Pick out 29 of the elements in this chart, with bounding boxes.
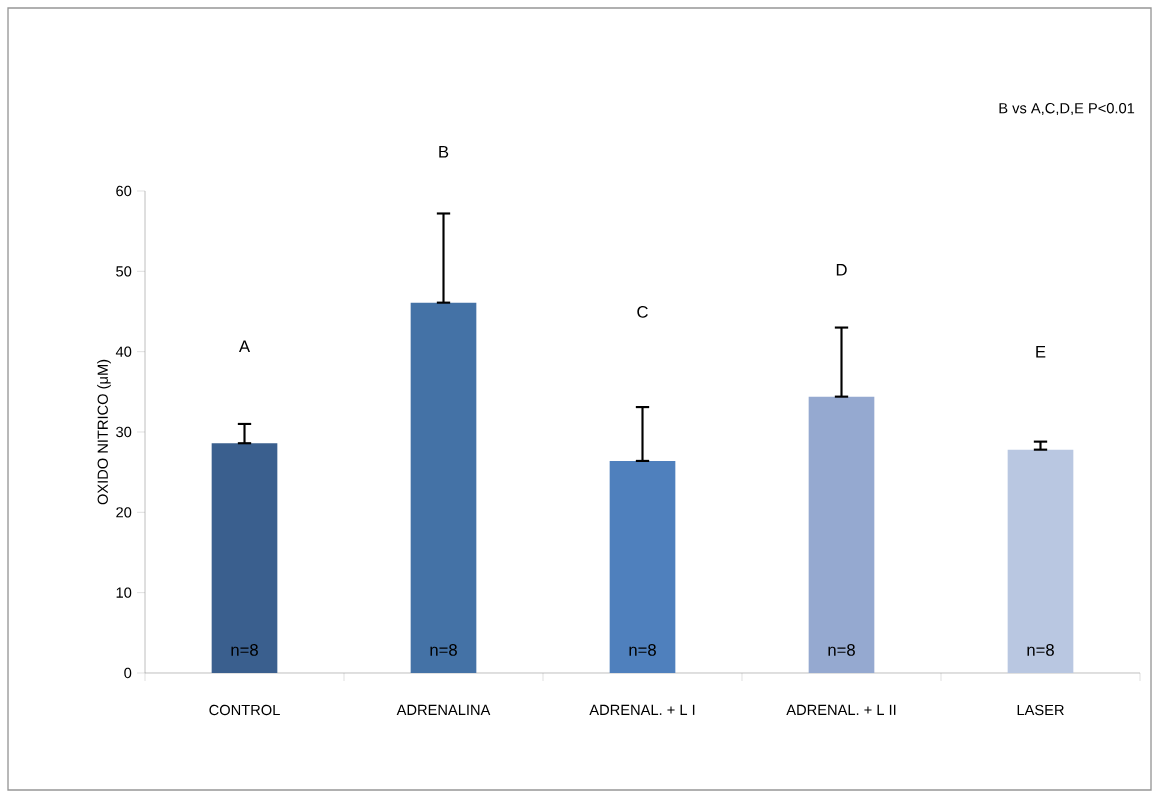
bar: [211, 443, 278, 673]
y-axis-title: OXIDO NITRICO (μM): [97, 359, 111, 505]
y-tick-label: 50: [116, 266, 132, 277]
bar: [410, 302, 477, 673]
annotation: C: [637, 305, 648, 318]
x-tick-label: LASER: [1017, 704, 1064, 716]
bar: [808, 396, 875, 673]
bar: [609, 460, 676, 673]
annotation: n=8: [231, 644, 258, 656]
annotation: n=8: [1027, 644, 1054, 656]
y-tick-label: 20: [116, 507, 132, 518]
y-tick-label: 0: [124, 667, 132, 679]
annotation: D: [836, 264, 847, 276]
annotation: A: [238, 340, 251, 353]
x-tick-label: ADRENALINA: [396, 704, 491, 715]
y-tick-label: 10: [116, 587, 132, 598]
annotation: n=8: [430, 644, 457, 656]
annotation: n=8: [828, 644, 855, 656]
y-tick-label: 40: [115, 346, 132, 357]
text: B vs A,C,D,E P<0.01: [999, 103, 1135, 116]
x-tick-label: ADRENAL. + L I: [589, 704, 695, 715]
annotation: n=8: [629, 644, 656, 656]
text: B: [439, 146, 449, 158]
annotation: E: [1036, 346, 1046, 358]
y-tick-label: 30: [116, 426, 132, 438]
x-tick-label: CONTROL: [209, 704, 280, 716]
bar: [1007, 449, 1074, 673]
x-tick-label: ADRENAL. + L II: [786, 704, 896, 715]
y-tick-label: 60: [116, 185, 132, 197]
